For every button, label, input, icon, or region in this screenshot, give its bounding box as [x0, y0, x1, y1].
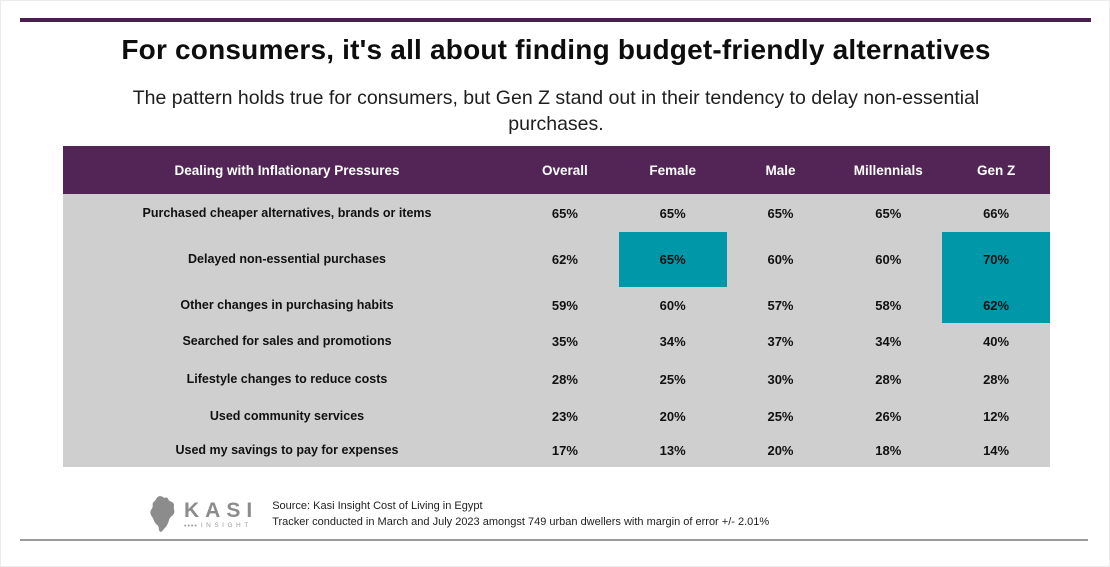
- kasi-logo-text: KASI •••• INSIGHT: [184, 500, 258, 530]
- value-cell-overall: 28%: [551, 371, 578, 387]
- table-row: Used community services 23% 20% 25% 26% 12%: [63, 398, 1050, 434]
- table-row: Searched for sales and promotions 35% 34% 3…: [63, 323, 1050, 360]
- row-label: Delayed non-essential purchases: [188, 252, 386, 266]
- table-row: Other changes in purchasing habits 59% 60%…: [63, 287, 1050, 323]
- row-label: Other changes in purchasing habits: [180, 297, 394, 312]
- value-cell-millennials: 60%: [875, 252, 902, 267]
- value-cell-millennials: 26%: [875, 408, 902, 424]
- value-cell-female: 34%: [659, 334, 686, 349]
- row-label: Used community services: [209, 408, 365, 423]
- value-cell-female: 13%: [659, 443, 686, 458]
- value-cell-gen-z: 62%: [942, 287, 1050, 323]
- value-cell-millennials: 18%: [875, 443, 902, 458]
- value-cell-male: 20%: [767, 443, 794, 458]
- bottom-divider: [20, 539, 1088, 541]
- kasi-insight-line: •••• INSIGHT: [184, 523, 258, 530]
- footer: KASI •••• INSIGHT Source: Kasi Insight C…: [145, 490, 769, 540]
- value-cell-gen-z: 40%: [983, 334, 1010, 349]
- page-title: For consumers, it's all about finding bu…: [121, 34, 991, 65]
- value-cell-millennials: 28%: [875, 371, 902, 387]
- source-line-2: Tracker conducted in March and July 2023…: [272, 516, 770, 528]
- value-cell-gen-z: 66%: [983, 205, 1010, 221]
- value-cell-millennials: 34%: [875, 334, 902, 349]
- value-cell-female: 25%: [659, 371, 686, 387]
- value-cell-overall: 62%: [551, 252, 578, 267]
- value-cell-overall: 17%: [551, 443, 578, 458]
- inflationary-pressures-table: Dealing with Inflationary Pressures Overa…: [63, 146, 1050, 467]
- value-cell-male: 30%: [767, 371, 794, 387]
- table-header-row: Dealing with Inflationary Pressures Overa…: [63, 146, 1050, 194]
- value-cell-male: 65%: [767, 205, 794, 221]
- value-cell-gen-z: 14%: [983, 443, 1010, 458]
- value-cell-female: 60%: [659, 297, 686, 313]
- africa-icon: [145, 495, 179, 535]
- row-label: Searched for sales and promotions: [182, 334, 392, 348]
- source-line-1: Source: Kasi Insight Cost of Living in E…: [272, 500, 483, 513]
- value-cell-overall: 23%: [551, 408, 578, 424]
- table-row: Purchased cheaper alternatives, brands o…: [63, 194, 1050, 232]
- column-header-overall: Overall: [542, 162, 588, 178]
- table-row: Delayed non-essential purchases 62% 65% 60%…: [63, 232, 1050, 287]
- value-cell-gen-z: 12%: [983, 408, 1010, 424]
- kasi-wordmark: KASI: [184, 499, 259, 522]
- value-cell-overall: 59%: [551, 297, 578, 313]
- top-divider: [20, 18, 1091, 22]
- row-label: Purchased cheaper alternatives, brands o…: [142, 205, 432, 220]
- row-label: Lifestyle changes to reduce costs: [186, 371, 388, 386]
- column-header-millennials: Millennials: [853, 162, 923, 178]
- table-body: Purchased cheaper alternatives, brands o…: [63, 194, 1050, 467]
- value-cell-overall: 35%: [551, 334, 578, 349]
- column-header-male: Male: [765, 162, 796, 178]
- row-label: Used my savings to pay for expenses: [175, 443, 399, 457]
- value-cell-overall: 65%: [551, 205, 578, 221]
- value-cell-gen-z: 70%: [942, 232, 1050, 287]
- column-header-female: Female: [649, 162, 696, 178]
- table-row: Lifestyle changes to reduce costs 28% 25% 3…: [63, 360, 1050, 398]
- source-note: Source: Kasi Insight Cost of Living in E…: [272, 499, 769, 531]
- value-cell-female: 20%: [659, 408, 686, 424]
- value-cell-male: 60%: [767, 252, 794, 267]
- value-cell-male: 37%: [767, 334, 794, 349]
- value-cell-millennials: 58%: [875, 297, 902, 313]
- kasi-insight-label: INSIGHT: [200, 522, 252, 530]
- value-cell-millennials: 65%: [875, 205, 902, 221]
- logo-dots: ••••: [184, 523, 198, 530]
- value-cell-female: 65%: [659, 205, 686, 221]
- column-header-dealing-with-inflationary-pressures: Dealing with Inflationary Pressures: [174, 162, 400, 178]
- value-cell-male: 57%: [767, 297, 794, 313]
- kasi-logo: KASI •••• INSIGHT: [145, 495, 258, 535]
- value-cell-gen-z: 28%: [983, 371, 1010, 387]
- page-subtitle: The pattern holds true for consumers, bu…: [132, 87, 980, 136]
- value-cell-male: 25%: [767, 408, 794, 424]
- table-row: Used my savings to pay for expenses 17% 13…: [63, 434, 1050, 467]
- column-header-gen-z: Gen Z: [976, 162, 1016, 178]
- value-cell-female: 65%: [618, 232, 727, 287]
